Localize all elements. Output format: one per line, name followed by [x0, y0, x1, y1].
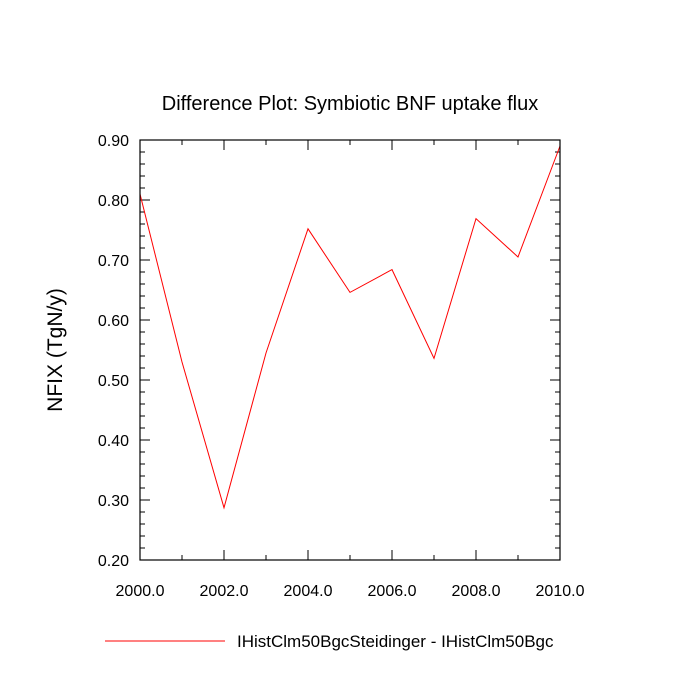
x-tick-label: 2004.0	[284, 583, 333, 600]
series-group	[139, 145, 561, 510]
x-tick-label: 2008.0	[452, 583, 501, 600]
series-line	[139, 145, 561, 510]
y-tick-label: 0.90	[98, 133, 129, 150]
y-tick-label: 0.20	[98, 553, 129, 570]
legend: IHistClm50BgcSteidinger - IHistClm50Bgc	[105, 632, 554, 651]
axis-ticks: 0.20 0.30 0.40 0.50 0.60 0.70 0.80 0.90 2000.0 20…	[98, 133, 585, 600]
legend-label: IHistClm50BgcSteidinger - IHistClm50Bgc	[237, 632, 554, 651]
y-axis-label: NFIX (TgN/y)	[44, 288, 67, 412]
y-tick-label: 0.40	[98, 433, 129, 450]
x-tick-label: 2006.0	[368, 583, 417, 600]
plot-frame	[139, 139, 561, 561]
y-tick-label: 0.70	[98, 253, 129, 270]
y-tick-label: 0.60	[98, 313, 129, 330]
y-tick-label: 0.30	[98, 493, 129, 510]
x-tick-label: 2002.0	[200, 583, 249, 600]
x-tick-label: 2010.0	[536, 583, 585, 600]
x-tick-label: 2000.0	[116, 583, 165, 600]
chart-title: Difference Plot: Symbiotic BNF uptake fl…	[162, 93, 538, 115]
y-tick-label: 0.50	[98, 373, 129, 390]
y-tick-label: 0.80	[98, 193, 129, 210]
